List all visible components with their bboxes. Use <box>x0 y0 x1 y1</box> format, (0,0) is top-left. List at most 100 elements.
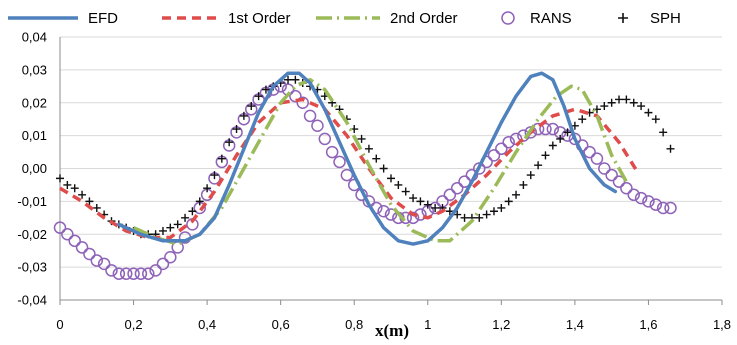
legend-rans-label: RANS <box>530 10 572 27</box>
sph-point <box>181 213 190 222</box>
axes <box>59 37 723 305</box>
rans-point <box>495 142 508 156</box>
rans-point <box>112 267 126 280</box>
legend-sph-label: SPH <box>650 10 681 27</box>
rans-point <box>539 122 552 136</box>
rans-point <box>296 96 309 109</box>
sph-point <box>489 207 498 216</box>
y-tick-label: -0,02 <box>17 227 47 242</box>
x-tick-label: 1,6 <box>639 317 657 332</box>
sph-point <box>254 92 263 101</box>
sph-point <box>482 210 491 219</box>
sph-point <box>629 98 638 107</box>
sph-point <box>364 144 373 153</box>
rans-point <box>642 195 655 208</box>
sph-point <box>78 190 87 199</box>
sph-point <box>158 226 167 235</box>
rans-point <box>311 119 324 133</box>
rans-point <box>656 201 670 215</box>
sph-point <box>92 203 101 212</box>
rans-point <box>583 145 596 159</box>
sph-point <box>460 213 469 222</box>
y-tick-label: 0,00 <box>22 161 47 176</box>
x-tick-label: 1 <box>424 317 431 332</box>
sph-point <box>504 197 513 206</box>
rans-point <box>142 267 155 280</box>
sph-point <box>239 111 248 120</box>
rans-point <box>97 257 111 271</box>
sph-point <box>644 108 653 117</box>
sph-point <box>497 203 506 212</box>
sph-point <box>247 102 256 111</box>
2nd-order-line <box>132 77 628 246</box>
sph-point <box>423 200 432 209</box>
sph-point <box>659 128 668 137</box>
sph-point <box>615 95 624 104</box>
sph-point <box>63 180 72 189</box>
sph-point <box>387 174 395 183</box>
y-tick-label: 0,03 <box>22 62 47 77</box>
grid-lines <box>60 36 722 301</box>
x-tick-label: 1,4 <box>566 317 584 332</box>
sph-point <box>195 197 204 206</box>
y-tick-label: 0,02 <box>22 95 47 110</box>
x-tick-label: 1,8 <box>713 317 731 332</box>
sph-point <box>188 207 197 216</box>
sph-point <box>173 220 182 229</box>
sph-point <box>607 98 616 107</box>
rans-point <box>450 181 464 195</box>
sph-point <box>210 171 219 180</box>
rans-point <box>90 254 104 267</box>
sph-point <box>578 115 587 124</box>
sph-point <box>291 75 300 84</box>
sph-point <box>541 151 550 160</box>
x-axis-label: x(m) <box>375 321 409 340</box>
x-tick-label: 0 <box>56 317 63 332</box>
rans-point <box>649 198 663 211</box>
rans-point <box>605 168 618 182</box>
y-tick-label: -0,03 <box>17 260 47 275</box>
x-tick-label: 0,2 <box>125 317 143 332</box>
sph-point <box>372 154 381 163</box>
rans-point <box>333 155 346 169</box>
legend-efd-label: EFD <box>88 10 118 27</box>
sph-point <box>217 154 226 163</box>
rans-point <box>377 204 390 218</box>
sph-point <box>261 85 270 94</box>
x-tick-label: 0,4 <box>198 317 216 332</box>
sph-point <box>56 174 64 183</box>
sph-point <box>70 184 79 193</box>
sph-point <box>651 115 660 124</box>
rans-point <box>303 109 317 123</box>
sph-point <box>600 102 609 111</box>
efd-line <box>117 71 618 246</box>
sph-point <box>512 190 521 199</box>
y-tick-label: 0,04 <box>22 30 47 45</box>
sph-point <box>534 161 543 170</box>
rans-point <box>384 208 398 221</box>
legend-rans-swatch <box>501 11 515 25</box>
rans-point <box>68 234 81 248</box>
y-tick-label: 0,01 <box>22 128 47 143</box>
sph-point <box>85 197 94 206</box>
rans-point <box>590 152 604 165</box>
sph-point <box>637 102 646 111</box>
y-tick-label: -0,04 <box>17 293 47 308</box>
rans-point <box>325 145 339 159</box>
sph-point <box>453 210 462 219</box>
sph-point <box>666 144 675 153</box>
rans-point <box>318 132 332 146</box>
sph-point <box>225 138 234 147</box>
sph-point <box>416 197 425 206</box>
rans-point <box>164 251 177 264</box>
legend-2nd-order-label: 2nd Order <box>390 10 458 27</box>
sph-point <box>203 184 212 193</box>
sph-point <box>284 75 293 84</box>
rans-point <box>487 149 501 162</box>
x-tick-label: 1,2 <box>492 317 510 332</box>
legend-sph-swatch <box>618 13 628 23</box>
sph-point <box>445 207 454 216</box>
sph-point <box>622 95 631 104</box>
sph-point <box>475 213 484 222</box>
sph-point <box>394 180 403 189</box>
